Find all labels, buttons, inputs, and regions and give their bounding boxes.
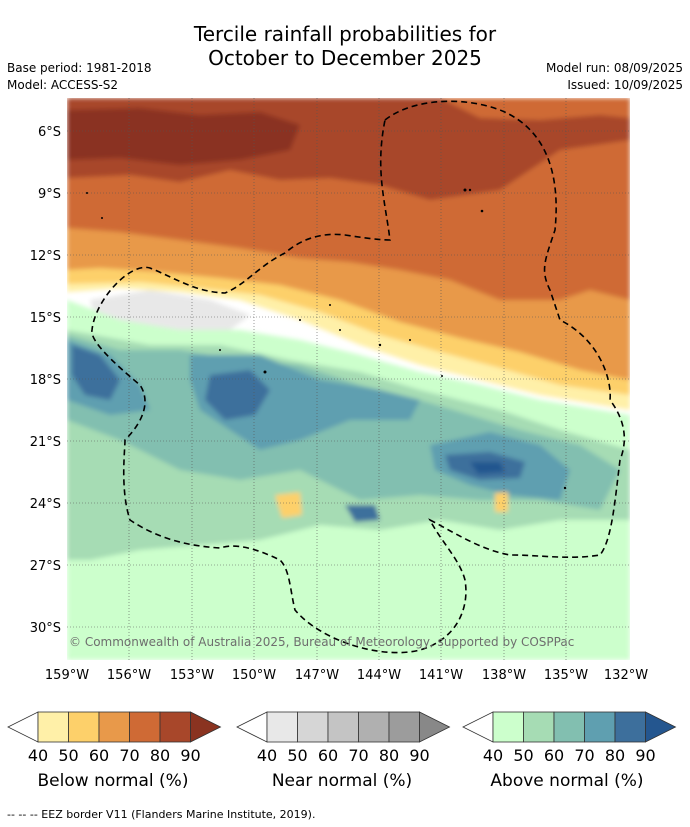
lon-label: 138°W — [482, 668, 526, 683]
legend-colorbars: 40 50 60 70 80 90 40 50 60 70 80 90 40 50 60 70 80 90 — [7, 711, 677, 765]
lat-label: 24°S — [30, 497, 61, 512]
colorbar-tick-label: 70 — [348, 746, 368, 765]
lat-label: 12°S — [30, 249, 61, 264]
title-line-2: October to December 2025 — [208, 46, 482, 70]
colorbar-tick-label: 40 — [257, 746, 277, 765]
colorbar-tick-label: 90 — [635, 746, 655, 765]
colorbar-tick-label: 40 — [483, 746, 503, 765]
colorbar-tick-label: 90 — [180, 746, 200, 765]
model-name: Model: ACCESS-S2 — [7, 78, 119, 92]
colorbar-cell — [492, 711, 524, 743]
base-period: Base period: 1981-2018 — [7, 61, 152, 75]
colorbar-cell — [553, 711, 585, 743]
colorbar-cell — [68, 711, 100, 743]
colorbar-cell — [358, 711, 390, 743]
lat-label: 9°S — [38, 187, 61, 202]
colorbar-below: 40 50 60 70 80 90 — [7, 711, 222, 765]
colorbar-max-arrow — [190, 711, 222, 743]
colorbar-tick-label: 60 — [544, 746, 564, 765]
above-90-spot — [470, 462, 505, 474]
colorbar-cell — [523, 711, 555, 743]
colorbar-tick-label: 50 — [287, 746, 307, 765]
eez-border — [91, 100, 626, 654]
lat-label: 15°S — [30, 311, 61, 326]
colorbar-tick-label: 70 — [119, 746, 139, 765]
above-80-region-4 — [345, 505, 380, 522]
colorbar-tick-label: 60 — [89, 746, 109, 765]
map-area: © Commonwealth of Australia 2025, Bureau… — [67, 98, 630, 660]
lat-label: 30°S — [30, 621, 61, 636]
colorbar-max-arrow — [419, 711, 451, 743]
lat-label: 6°S — [38, 125, 61, 140]
above-80-region — [72, 345, 120, 400]
colorbar-cell — [297, 711, 329, 743]
below-40-patch-2 — [495, 492, 508, 512]
lat-label: 21°S — [30, 435, 61, 450]
eez-footnote: -- -- -- EEZ border V11 (Flanders Marine… — [7, 808, 316, 821]
colorbar-cell — [37, 711, 69, 743]
colorbar-tick-label: 80 — [605, 746, 625, 765]
below-90-band — [67, 108, 300, 165]
colorbar-tick-label: 80 — [379, 746, 399, 765]
colorbar-tick-label: 80 — [150, 746, 170, 765]
legend-below-title: Below normal (%) — [37, 771, 189, 791]
lon-label: 141°W — [419, 668, 463, 683]
map-title: Tercile rainfall probabilities for Octob… — [0, 22, 690, 70]
colorbar-max-arrow — [645, 711, 677, 743]
colorbar-tick-label: 40 — [28, 746, 48, 765]
colorbar-cell — [266, 711, 298, 743]
colorbar-cell — [614, 711, 646, 743]
model-run: Model run: 08/09/2025 — [545, 61, 683, 75]
colorbar-cell — [129, 711, 161, 743]
lon-label: 153°W — [170, 668, 214, 683]
lon-label: 159°W — [45, 668, 89, 683]
lat-labels: 6°S 9°S 12°S 15°S 18°S 21°S 24°S 27°S 30… — [30, 125, 61, 636]
legend-above-title: Above normal (%) — [490, 771, 644, 791]
graticule — [67, 98, 630, 660]
lon-label: 144°W — [357, 668, 401, 683]
lon-label: 147°W — [295, 668, 339, 683]
lon-label: 150°W — [232, 668, 276, 683]
colorbar-above: 40 50 60 70 80 90 — [462, 711, 677, 765]
colorbar-cell — [584, 711, 616, 743]
lat-label: 27°S — [30, 559, 61, 574]
colorbar-min-arrow — [7, 711, 39, 743]
below-40-patch — [275, 492, 302, 518]
lon-label: 135°W — [544, 668, 588, 683]
meta-right: Model run: 08/09/2025 Issued: 10/09/2025 — [546, 60, 683, 94]
colorbar-min-arrow — [236, 711, 268, 743]
colorbar-near: 40 50 60 70 80 90 — [236, 711, 451, 765]
lon-label: 156°W — [107, 668, 151, 683]
colorbar-min-arrow — [462, 711, 494, 743]
colorbar-cell — [98, 711, 130, 743]
islands — [86, 188, 567, 490]
lon-label: 132°W — [604, 668, 648, 683]
lat-label: 18°S — [30, 373, 61, 388]
colorbar-cell — [388, 711, 420, 743]
issued-date: Issued: 10/09/2025 — [567, 78, 683, 92]
colorbar-tick-label: 90 — [409, 746, 429, 765]
title-line-1: Tercile rainfall probabilities for — [193, 22, 497, 46]
colorbar-cell — [327, 711, 359, 743]
colorbar-tick-label: 70 — [574, 746, 594, 765]
colorbar-tick-label: 60 — [318, 746, 338, 765]
colorbar-cell — [159, 711, 191, 743]
colorbar-tick-label: 50 — [513, 746, 533, 765]
probability-field — [67, 98, 630, 660]
copyright-text: © Commonwealth of Australia 2025, Bureau… — [69, 635, 574, 649]
lon-labels: 159°W 156°W 153°W 150°W 147°W 144°W 141°… — [45, 668, 648, 683]
meta-left: Base period: 1981-2018 Model: ACCESS-S2 — [7, 60, 152, 94]
colorbar-tick-label: 50 — [58, 746, 78, 765]
legend-near-title: Near normal (%) — [271, 771, 413, 791]
